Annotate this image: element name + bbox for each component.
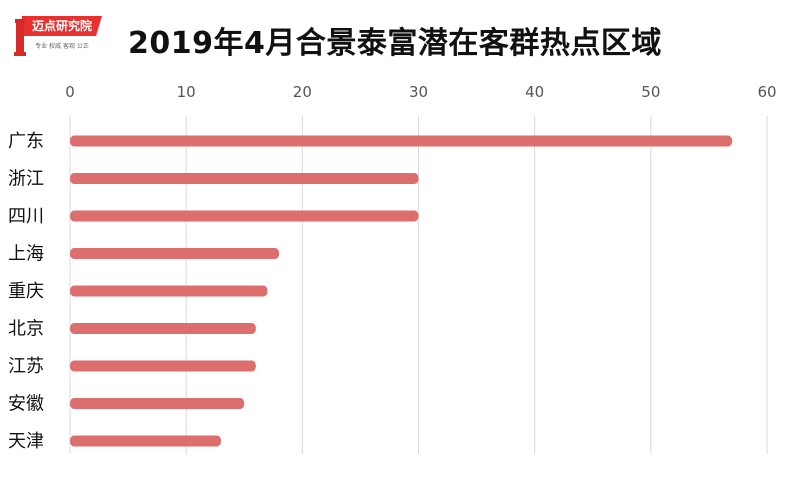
category-label: 广东: [8, 131, 44, 152]
bar-8: [70, 398, 245, 409]
category-label: 天津: [8, 431, 44, 452]
category-label: 四川: [8, 206, 44, 227]
category-label: 北京: [8, 319, 44, 340]
x-tick-label: 0: [65, 83, 75, 101]
x-axis-ticks: 0 10 20 30 40 50 60: [65, 83, 776, 101]
bar-2: [70, 173, 419, 184]
logo-subtext: 专业 权威 客观 公正: [35, 42, 89, 50]
bars: [70, 135, 733, 447]
category-label: 浙江: [8, 169, 44, 190]
header: 迈点研究院 专业 权威 客观 公正 2019年4月合景泰富潜在客群热点区域: [0, 0, 800, 72]
maidian-logo: 迈点研究院 专业 权威 客观 公正: [14, 16, 102, 56]
bar-3: [70, 210, 419, 222]
category-label: 重庆: [8, 281, 44, 302]
category-label: 上海: [8, 244, 44, 265]
bar-1: [70, 135, 733, 147]
category-label: 安徽: [8, 394, 44, 415]
logo-text: 迈点研究院: [32, 18, 92, 33]
page-title: 2019年4月合景泰富潜在客群热点区域: [128, 26, 662, 61]
bar-6: [70, 323, 256, 334]
bar-4: [70, 248, 280, 259]
x-tick-label: 30: [409, 83, 428, 101]
x-tick-label: 50: [641, 83, 660, 101]
x-tick-label: 20: [293, 83, 312, 101]
x-tick-label: 10: [177, 83, 196, 101]
category-label: 江苏: [8, 356, 44, 377]
bar-5: [70, 285, 268, 297]
bar-7: [70, 360, 256, 372]
bar-9: [70, 435, 222, 447]
x-tick-label: 60: [757, 83, 776, 101]
grid-layer: [69, 116, 768, 454]
x-tick-label: 40: [525, 83, 544, 101]
